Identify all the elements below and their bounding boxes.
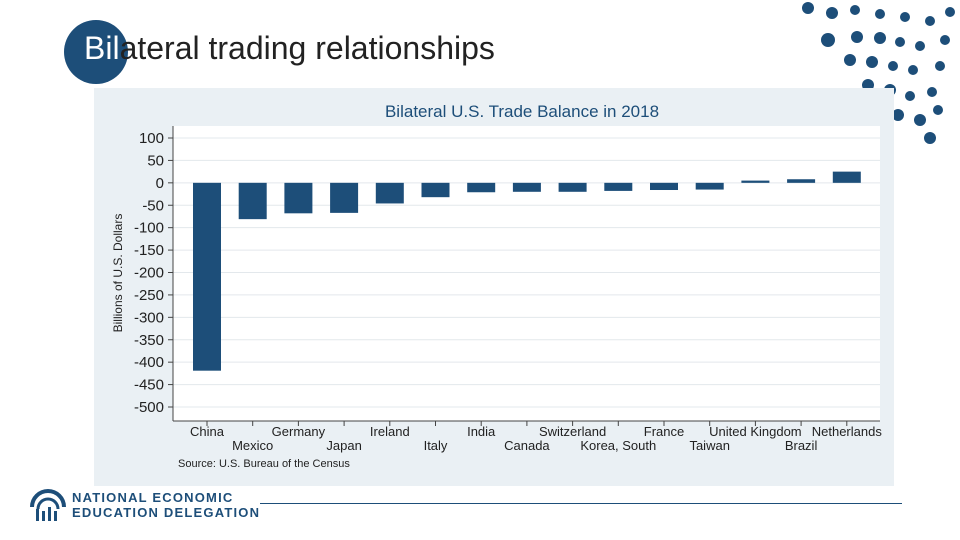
- y-tick-label: -150: [134, 242, 164, 259]
- y-tick-label: -300: [134, 309, 164, 326]
- y-tick-label: -400: [134, 354, 164, 371]
- x-tick-label: Switzerland: [539, 424, 606, 439]
- bar-japan: [330, 182, 359, 213]
- logo-line-2: EDUCATION DELEGATION: [72, 505, 261, 520]
- x-tick-label: Korea, South: [580, 438, 656, 453]
- decorative-dots: [802, 2, 955, 144]
- y-tick-label: -500: [134, 399, 164, 416]
- bar-switzerland: [558, 182, 587, 192]
- bar-france: [650, 182, 678, 191]
- x-tick-label: Ireland: [370, 424, 410, 439]
- y-tick-label: -100: [134, 220, 164, 237]
- y-tick-label: 100: [139, 130, 164, 147]
- x-tick-label: Netherlands: [812, 424, 883, 439]
- x-tick-label: France: [644, 424, 684, 439]
- plot-area: [173, 126, 880, 421]
- y-tick-label: -200: [134, 265, 164, 282]
- x-tick-label: Italy: [424, 438, 448, 453]
- bar-india: [467, 182, 496, 193]
- title-accent-circle: [64, 20, 128, 84]
- bar-netherlands: [832, 171, 861, 183]
- x-tick-label: China: [190, 424, 225, 439]
- slide-title: Bilateral trading relationships: [84, 30, 495, 67]
- y-tick-label: -250: [134, 287, 164, 304]
- bar-china: [193, 182, 221, 371]
- x-tick-label: Brazil: [785, 438, 818, 453]
- y-tick-label: -450: [134, 377, 164, 394]
- bar-canada: [512, 182, 541, 192]
- trade-balance-chart: 100 50 0 -50 -100 -150 -200 -250 -300 -350 -400 -45…: [111, 102, 883, 470]
- x-tick-label: Taiwan: [689, 438, 729, 453]
- chart-panel: 100 50 0 -50 -100 -150 -200 -250 -300 -350 -400 -45…: [94, 88, 894, 486]
- y-axis-label: Billions of U.S. Dollars: [111, 214, 125, 333]
- x-tick-label: Mexico: [232, 438, 273, 453]
- bar-germany: [284, 182, 313, 214]
- y-tick-label: 50: [147, 152, 164, 169]
- bar-united-kingdom: [741, 180, 770, 183]
- logo-text: NATIONAL ECONOMIC EDUCATION DELEGATION: [72, 490, 260, 520]
- bar-italy: [421, 182, 450, 198]
- chart-source: Source: U.S. Bureau of the Census: [178, 458, 350, 470]
- bar-mexico: [238, 182, 267, 220]
- x-tick-label: India: [467, 424, 496, 439]
- bar-brazil: [787, 179, 816, 183]
- y-tick-label: -350: [134, 332, 164, 349]
- x-tick-label: United Kingdom: [709, 424, 802, 439]
- slide-title-rest: ateral trading relationships: [119, 30, 495, 66]
- bar-ireland: [375, 182, 404, 204]
- bar-taiwan: [695, 182, 724, 190]
- x-tick-label: Canada: [504, 438, 550, 453]
- chart-title: Bilateral U.S. Trade Balance in 2018: [385, 102, 659, 121]
- logo-line-1: NATIONAL ECONOMIC: [72, 490, 234, 505]
- need-logo-icon: [30, 489, 66, 521]
- footer-divider: [260, 503, 902, 504]
- slide-title-highlight: Bil: [84, 30, 120, 66]
- x-tick-label: Japan: [326, 438, 361, 453]
- bar-korea-south: [604, 182, 633, 191]
- y-tick-label: 0: [156, 175, 164, 192]
- y-tick-label: -50: [142, 197, 164, 214]
- x-tick-label: Germany: [272, 424, 326, 439]
